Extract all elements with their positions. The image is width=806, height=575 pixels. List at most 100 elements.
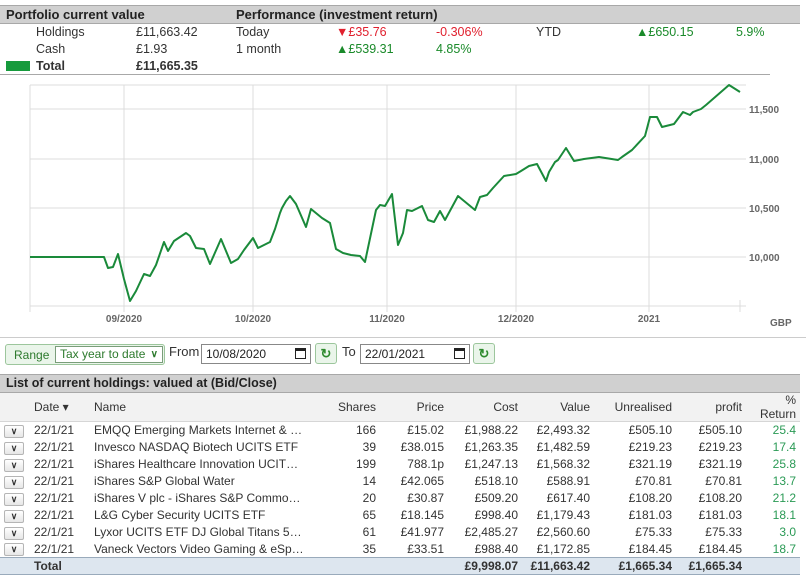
row-value: £1,482.59 (536, 440, 590, 454)
expand-row-button[interactable]: ∨ (4, 543, 24, 557)
x-tick-label: 09/2020 (106, 314, 143, 325)
col-profit[interactable]: profit (676, 393, 746, 422)
refresh-icon: ↻ (478, 346, 490, 361)
from-label: From (169, 344, 200, 359)
row-name[interactable]: EMQQ Emerging Markets Internet & … (94, 423, 303, 438)
row-name[interactable]: L&G Cyber Security UCITS ETF (94, 508, 266, 522)
y-tick-label: 10,500 (749, 204, 780, 215)
col-value[interactable]: Value (522, 393, 594, 422)
portfolio-value-chart[interactable]: 11,500 11,000 10,500 10,000 09/2020 10/2… (0, 78, 806, 336)
row-cost: £518.10 (474, 474, 518, 488)
table-row[interactable]: ∨ 22/1/21 iShares V plc - iShares S&P Co… (0, 490, 800, 507)
to-date-value: 22/01/2021 (365, 347, 426, 361)
row-shares: 199 (355, 457, 376, 471)
from-date-input[interactable]: 10/08/2020 (201, 344, 311, 364)
row-cost: £1,247.13 (464, 457, 518, 471)
row-shares: 166 (355, 423, 376, 438)
row-name[interactable]: Invesco NASDAQ Biotech UCITS ETF (94, 440, 299, 454)
expand-row-button[interactable]: ∨ (4, 424, 24, 438)
col-return[interactable]: % Return (746, 393, 800, 422)
row-name[interactable]: iShares V plc - iShares S&P Commo… (94, 491, 301, 505)
row-price: £41.977 (400, 525, 444, 539)
row-price: £30.87 (407, 491, 444, 505)
chevron-down-icon: ∨ (10, 459, 18, 470)
col-name[interactable]: Name (90, 393, 314, 422)
perf-today-pct: -0.306% (436, 25, 483, 39)
x-tick-label: 11/2020 (369, 314, 405, 325)
row-date: 22/1/21 (34, 474, 75, 488)
to-date-input[interactable]: 22/01/2021 (360, 344, 470, 364)
range-selector: Range Tax year to date ∨ (5, 344, 165, 365)
row-cost: £998.40 (474, 508, 518, 522)
col-cost[interactable]: Cost (448, 393, 522, 422)
expand-row-button[interactable]: ∨ (4, 492, 24, 506)
table-row[interactable]: ∨ 22/1/21 iShares S&P Global Water 14 £4… (0, 473, 800, 490)
col-unrealised[interactable]: Unrealised (594, 393, 676, 422)
row-date: 22/1/21 (34, 440, 75, 454)
col-shares[interactable]: Shares (314, 393, 380, 422)
date-range-controls: Range Tax year to date ∨ From 10/08/2020… (0, 337, 806, 369)
total-label: Total (36, 59, 65, 73)
chevron-down-icon: ∨ (10, 527, 18, 538)
row-date: 22/1/21 (34, 423, 75, 438)
row-shares: 14 (362, 474, 376, 488)
expand-row-button[interactable]: ∨ (4, 475, 24, 489)
perf-today-amount: ▼£35.76 (336, 25, 387, 39)
refresh-icon: ↻ (320, 346, 332, 361)
row-shares: 35 (362, 541, 376, 556)
calendar-icon[interactable] (454, 348, 465, 359)
range-dropdown[interactable]: Tax year to date ∨ (55, 346, 163, 363)
table-row[interactable]: ∨ 22/1/21 iShares Healthcare Innovation … (0, 456, 800, 473)
row-value: £1,179.43 (536, 508, 590, 522)
row-value: £588.91 (546, 474, 590, 488)
row-price: 788.1p (407, 457, 444, 471)
table-header-row: Date ▾ Name Shares Price Cost Value Unre… (0, 393, 800, 422)
expand-row-button[interactable]: ∨ (4, 509, 24, 523)
row-return: 17.4 (772, 440, 796, 454)
row-profit: £219.23 (698, 440, 742, 454)
row-value: £1,172.85 (536, 541, 590, 556)
refresh-from-button[interactable]: ↻ (315, 343, 337, 364)
table-row[interactable]: ∨ 22/1/21 Lyxor UCITS ETF DJ Global Tita… (0, 524, 800, 541)
row-date: 22/1/21 (34, 525, 75, 539)
chevron-down-icon: ∨ (150, 349, 158, 360)
row-name[interactable]: Lyxor UCITS ETF DJ Global Titans 5… (94, 525, 302, 539)
expand-row-button[interactable]: ∨ (4, 441, 24, 455)
row-profit: £505.10 (698, 423, 742, 438)
table-row[interactable]: ∨ 22/1/21 L&G Cyber Security UCITS ETF 6… (0, 507, 800, 524)
row-unrealised: £505.10 (628, 423, 672, 438)
expand-row-button[interactable]: ∨ (4, 526, 24, 540)
table-row[interactable]: ∨ 22/1/21 EMQQ Emerging Markets Internet… (0, 422, 800, 439)
table-row[interactable]: ∨ 22/1/21 Vaneck Vectors Video Gaming & … (0, 541, 800, 558)
perf-today-label: Today (236, 25, 270, 39)
holdings-label: Holdings (36, 25, 85, 39)
summary-divider (0, 74, 770, 75)
total-value: £11,665.35 (136, 59, 198, 73)
row-profit: £70.81 (705, 474, 742, 488)
perf-ytd-amount: ▲£650.15 (636, 25, 694, 39)
portfolio-summary: Portfolio current value Performance (inv… (0, 0, 806, 76)
x-tick-label: 10/2020 (235, 314, 272, 325)
row-unrealised: £75.33 (635, 525, 672, 539)
expand-row-button[interactable]: ∨ (4, 458, 24, 472)
row-value: £2,493.32 (536, 423, 590, 438)
row-profit: £108.20 (698, 491, 742, 505)
from-date-value: 10/08/2020 (206, 347, 267, 361)
table-row[interactable]: ∨ 22/1/21 Invesco NASDAQ Biotech UCITS E… (0, 439, 800, 456)
row-cost: £988.40 (474, 541, 518, 556)
col-price[interactable]: Price (380, 393, 448, 422)
col-expand (0, 393, 30, 422)
portfolio-value-title: Portfolio current value (6, 7, 145, 22)
row-name[interactable]: iShares Healthcare Innovation UCIT… (94, 457, 299, 471)
row-name[interactable]: iShares S&P Global Water (94, 474, 235, 488)
calendar-icon[interactable] (295, 348, 306, 359)
y-tick-label: 11,000 (749, 155, 779, 166)
refresh-to-button[interactable]: ↻ (473, 343, 495, 364)
line-chart[interactable]: 11,500 11,000 10,500 10,000 09/2020 10/2… (0, 78, 806, 336)
performance-title: Performance (investment return) (236, 7, 438, 22)
row-name[interactable]: Vaneck Vectors Video Gaming & eSp… (94, 541, 304, 556)
total-value: £11,663.42 (522, 557, 594, 575)
col-date-sortable[interactable]: Date ▾ (30, 393, 90, 422)
row-price: £15.02 (407, 423, 444, 438)
range-label: Range (14, 348, 50, 362)
